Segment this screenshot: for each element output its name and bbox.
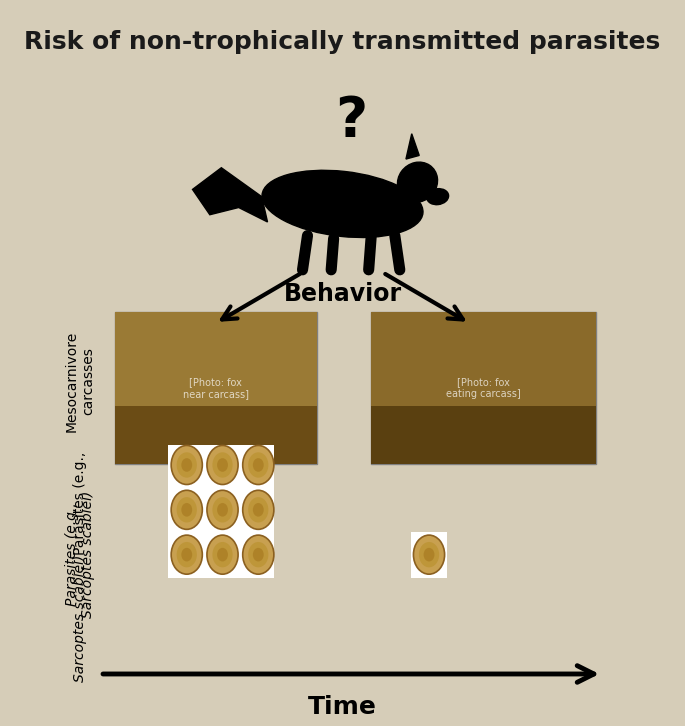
Circle shape xyxy=(171,446,202,484)
Polygon shape xyxy=(406,134,419,159)
FancyArrowPatch shape xyxy=(369,237,371,270)
Bar xyxy=(114,312,316,407)
FancyArrowPatch shape xyxy=(331,238,334,270)
Text: ?: ? xyxy=(335,94,367,147)
Ellipse shape xyxy=(427,189,449,205)
Bar xyxy=(114,407,316,464)
Text: [Photo: fox
eating carcass]: [Photo: fox eating carcass] xyxy=(447,378,521,399)
Bar xyxy=(371,407,597,464)
Bar xyxy=(371,312,597,464)
Circle shape xyxy=(171,490,202,529)
Circle shape xyxy=(171,535,202,574)
Circle shape xyxy=(182,548,192,561)
Polygon shape xyxy=(192,168,268,222)
Text: Behavior: Behavior xyxy=(284,282,401,306)
Bar xyxy=(371,312,597,407)
Circle shape xyxy=(253,548,264,561)
Circle shape xyxy=(177,542,197,567)
Bar xyxy=(169,446,274,578)
Ellipse shape xyxy=(397,162,438,203)
Circle shape xyxy=(414,535,445,574)
Circle shape xyxy=(212,452,233,478)
Circle shape xyxy=(423,548,434,561)
Circle shape xyxy=(253,503,264,517)
Circle shape xyxy=(177,497,197,523)
Circle shape xyxy=(212,497,233,523)
FancyArrowPatch shape xyxy=(303,235,308,270)
Text: Risk of non-trophically transmitted parasites: Risk of non-trophically transmitted para… xyxy=(25,30,660,54)
Text: Parasites (e.g.,
Sarcoptes scabiei): Parasites (e.g., Sarcoptes scabiei) xyxy=(65,491,95,619)
FancyArrowPatch shape xyxy=(395,235,400,270)
Text: Parasites (e.g.,: Parasites (e.g., xyxy=(73,452,87,555)
Bar xyxy=(410,531,447,578)
Text: Time: Time xyxy=(308,695,377,719)
Circle shape xyxy=(419,542,439,567)
Circle shape xyxy=(177,452,197,478)
Circle shape xyxy=(207,446,238,484)
Circle shape xyxy=(182,458,192,472)
Text: Mesocarnivore
carcasses: Mesocarnivore carcasses xyxy=(65,330,95,432)
Circle shape xyxy=(248,452,269,478)
Circle shape xyxy=(217,548,228,561)
Bar xyxy=(114,312,316,464)
Circle shape xyxy=(182,503,192,517)
Circle shape xyxy=(217,503,228,517)
Ellipse shape xyxy=(262,171,423,237)
Text: Sarcoptes scabiei): Sarcoptes scabiei) xyxy=(73,555,87,682)
Circle shape xyxy=(217,458,228,472)
Circle shape xyxy=(253,458,264,472)
Circle shape xyxy=(242,490,274,529)
Circle shape xyxy=(248,497,269,523)
Circle shape xyxy=(242,535,274,574)
Circle shape xyxy=(207,535,238,574)
Circle shape xyxy=(207,490,238,529)
Circle shape xyxy=(212,542,233,567)
Text: [Photo: fox
near carcass]: [Photo: fox near carcass] xyxy=(183,378,249,399)
Circle shape xyxy=(242,446,274,484)
Circle shape xyxy=(248,542,269,567)
